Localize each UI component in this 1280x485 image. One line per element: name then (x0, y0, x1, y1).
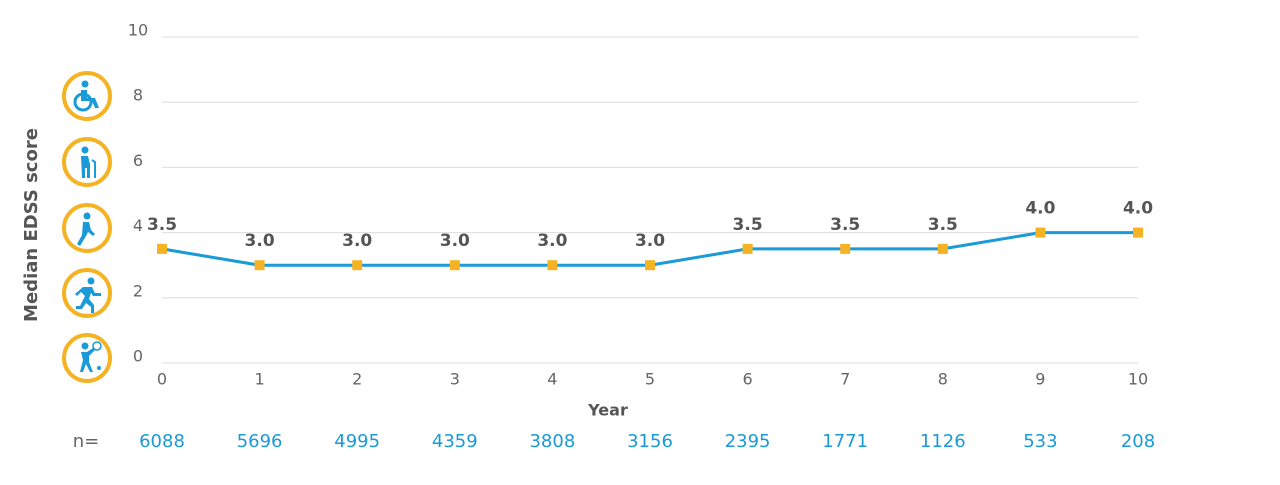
value-label: 3.5 (928, 215, 958, 235)
n-value: 2395 (725, 431, 771, 452)
n-value: 4359 (432, 431, 478, 452)
marker (1035, 227, 1046, 238)
value-label: 4.0 (1025, 199, 1055, 219)
icon-run (62, 268, 112, 318)
x-tick-label: 10 (1128, 370, 1148, 389)
n-value: 3808 (529, 431, 575, 452)
marker (254, 260, 265, 271)
y-tick-label: 6 (133, 151, 143, 170)
y-tick-label: 0 (133, 347, 143, 366)
marker (937, 243, 948, 254)
value-label: 3.5 (733, 215, 763, 235)
n-value: 1771 (822, 431, 868, 452)
n-value: 5696 (237, 431, 283, 452)
icon-walk (62, 203, 112, 253)
icon-cane (62, 137, 112, 187)
y-tick-label: 10 (128, 21, 148, 40)
value-label: 4.0 (1123, 199, 1153, 219)
value-label: 3.0 (537, 231, 567, 251)
marker (157, 243, 167, 254)
value-label: 3.0 (440, 231, 470, 251)
x-axis-label: Year (587, 401, 628, 420)
marker (449, 260, 460, 271)
y-tick-label: 2 (133, 281, 143, 300)
icon-tennis (62, 333, 112, 383)
n-value: 1126 (920, 431, 966, 452)
x-tick-label: 4 (547, 370, 557, 389)
icons (62, 71, 112, 383)
x-tick-label: 9 (1035, 370, 1045, 389)
value-label: 3.5 (830, 215, 860, 235)
x-tick-label: 1 (255, 370, 265, 389)
marker (645, 260, 655, 271)
n-value: 3156 (627, 431, 673, 452)
value-label: 3.5 (147, 215, 177, 235)
n-value: 208 (1121, 431, 1155, 452)
value-label: 3.0 (245, 231, 275, 251)
n-value: 533 (1023, 431, 1057, 452)
y-tick-label: 8 (133, 86, 143, 105)
x-tick-label: 2 (352, 370, 362, 389)
n-value: 4995 (334, 431, 380, 452)
n-value: 6088 (139, 431, 185, 452)
value-label: 3.0 (635, 231, 665, 251)
n-label: n= (73, 431, 100, 452)
marker (742, 243, 753, 254)
y-tick-label: 4 (133, 216, 143, 235)
marker (1133, 227, 1143, 238)
value-label: 3.0 (342, 231, 372, 251)
y-axis-label: Median EDSS score (21, 128, 42, 322)
marker (352, 260, 363, 271)
icon-wheelchair (62, 71, 112, 121)
x-tick-label: 8 (938, 370, 948, 389)
x-tick-label: 0 (157, 370, 167, 389)
x-tick-label: 6 (743, 370, 753, 389)
marker (840, 243, 851, 254)
x-tick-label: 7 (840, 370, 850, 389)
x-tick-label: 5 (645, 370, 655, 389)
x-tick-label: 3 (450, 370, 460, 389)
marker (547, 260, 558, 271)
